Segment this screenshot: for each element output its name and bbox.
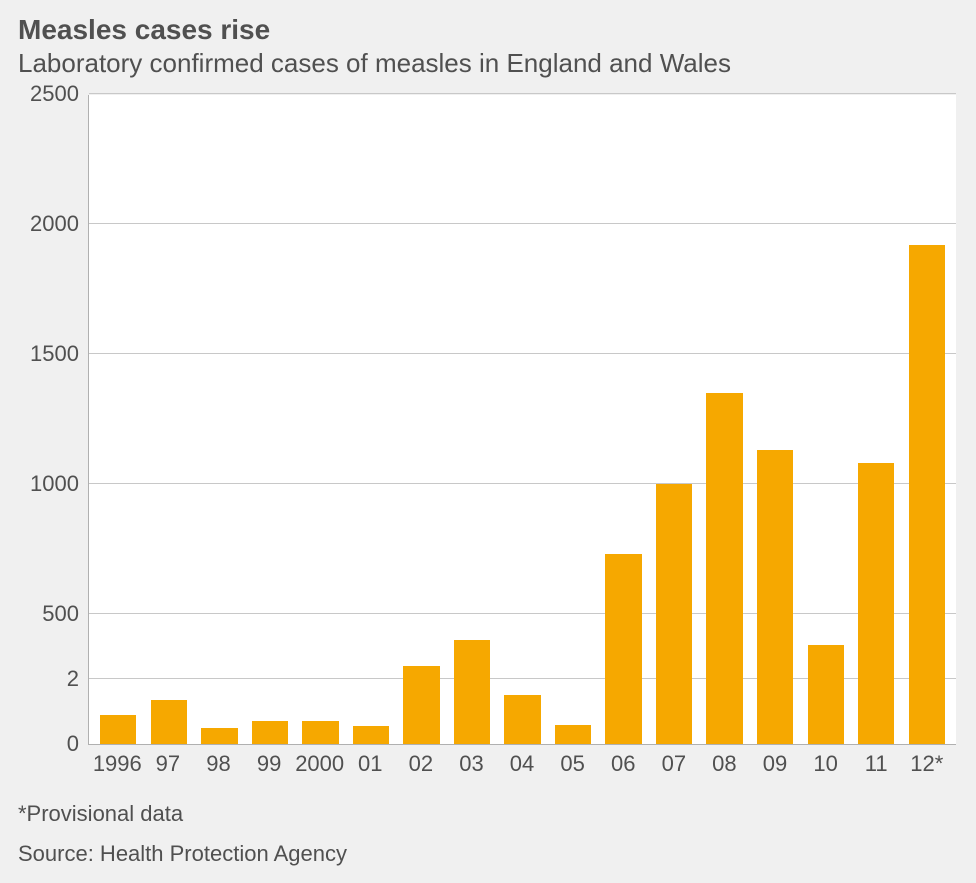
x-tick-label: 02: [396, 751, 447, 777]
x-tick-label: 11: [851, 751, 902, 777]
bar-slot: [750, 95, 801, 744]
bar: [403, 666, 439, 744]
x-tick-label: 97: [143, 751, 194, 777]
chart-container: Measles cases rise Laboratory confirmed …: [0, 0, 976, 883]
bar: [353, 726, 389, 744]
bar-slot: [548, 95, 599, 744]
chart-title: Measles cases rise: [0, 0, 976, 48]
y-tick-label: 500: [42, 601, 79, 627]
chart-area: 025001000150020002500 199697989920000102…: [18, 95, 956, 777]
x-tick-label: 03: [446, 751, 497, 777]
bar-slot: [649, 95, 700, 744]
bar: [454, 640, 490, 744]
bar-slot: [346, 95, 397, 744]
bar-slot: [598, 95, 649, 744]
source-line: Source: Health Protection Agency: [0, 827, 976, 867]
bar: [151, 700, 187, 744]
bar-slot: [295, 95, 346, 744]
x-tick-label: 04: [497, 751, 548, 777]
bar-slot: [144, 95, 195, 744]
bar: [201, 728, 237, 744]
bar: [100, 715, 136, 744]
bar: [555, 725, 591, 745]
bar: [858, 463, 894, 744]
bar-slot: [447, 95, 498, 744]
x-tick-label: 07: [649, 751, 700, 777]
bar-slot: [497, 95, 548, 744]
x-tick-label: 05: [547, 751, 598, 777]
bar-slot: [93, 95, 144, 744]
bar: [808, 645, 844, 744]
x-tick-label: 12*: [902, 751, 953, 777]
x-tick-label: 01: [345, 751, 396, 777]
bar-slot: [194, 95, 245, 744]
x-tick-label: 08: [699, 751, 750, 777]
x-axis: 19969798992000010203040506070809101112*: [88, 745, 956, 777]
bar: [302, 721, 338, 744]
bar: [656, 484, 692, 744]
bar: [706, 393, 742, 744]
bar: [757, 450, 793, 744]
gridline: [89, 93, 956, 94]
x-tick-label: 1996: [92, 751, 143, 777]
x-tick-label: 10: [800, 751, 851, 777]
bars-group: [89, 95, 956, 744]
x-tick-label: 09: [750, 751, 801, 777]
bar-slot: [851, 95, 902, 744]
x-tick-label: 06: [598, 751, 649, 777]
bar: [252, 721, 288, 744]
plot-area: 025001000150020002500: [88, 95, 956, 745]
chart-subtitle: Laboratory confirmed cases of measles in…: [0, 48, 976, 87]
footnote: *Provisional data: [0, 777, 976, 827]
bar: [504, 695, 540, 744]
x-tick-label: 98: [193, 751, 244, 777]
bar-slot: [699, 95, 750, 744]
x-tick-label: 2000: [294, 751, 345, 777]
bar-slot: [396, 95, 447, 744]
bar-slot: [800, 95, 851, 744]
bar-slot: [902, 95, 953, 744]
bar: [605, 554, 641, 744]
bar-slot: [245, 95, 296, 744]
y-tick-label: 2500: [30, 81, 79, 107]
y-tick-label: 1000: [30, 471, 79, 497]
y-tick-label: 0: [67, 731, 79, 757]
y-tick-label: 1500: [30, 341, 79, 367]
x-tick-label: 99: [244, 751, 295, 777]
bar: [909, 245, 945, 744]
y-tick-label: 2000: [30, 211, 79, 237]
y-tick-label: 2: [67, 666, 79, 692]
